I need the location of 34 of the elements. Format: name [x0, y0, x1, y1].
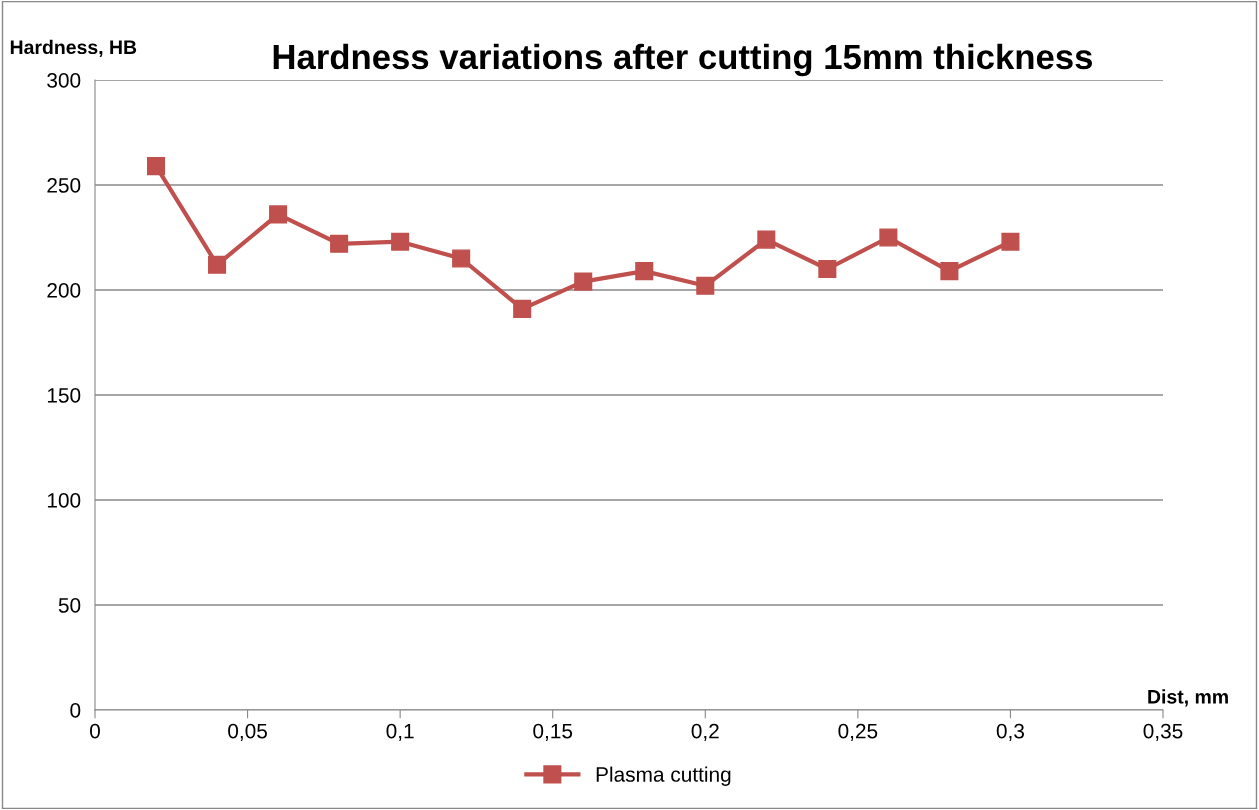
- point: [208, 255, 227, 274]
- chart-title: Hardness variations after cutting 15mm thickness: [273, 43, 1093, 77]
- x-tick-label: 0,1: [386, 723, 414, 741]
- point: [391, 232, 410, 251]
- point: [818, 259, 837, 279]
- legend-label: Plasma cutting: [596, 766, 731, 786]
- x-tick-label: 0,25: [838, 723, 878, 741]
- y-tick-label: 300: [47, 73, 81, 88]
- point: [452, 249, 471, 268]
- point: [696, 276, 715, 295]
- point: [269, 205, 288, 224]
- y-tick-label: 50: [58, 598, 81, 613]
- point: [147, 157, 166, 176]
- x-tick-label: 0: [90, 723, 100, 739]
- point: [330, 234, 349, 253]
- y-tick-label: 200: [47, 283, 81, 298]
- x-tick-label: 0,3: [996, 723, 1024, 741]
- point: [513, 299, 532, 318]
- x-tick-label: 0,35: [1143, 723, 1183, 741]
- x-axis-title: Dist, mm: [1148, 689, 1228, 707]
- y-tick-label: 0: [70, 703, 81, 718]
- point: [879, 228, 898, 247]
- x-tick-label: 0,2: [691, 723, 719, 741]
- point: [1001, 232, 1020, 251]
- x-tick-label: 0,15: [533, 723, 573, 741]
- y-tick-label: 100: [47, 493, 81, 508]
- point: [757, 230, 776, 249]
- y-axis-title: Hardness, HB: [10, 39, 137, 57]
- point: [635, 262, 654, 281]
- x-tick-label: 0,05: [228, 723, 267, 741]
- point: [940, 262, 959, 281]
- point: [574, 272, 593, 291]
- y-tick-label: 150: [47, 388, 81, 403]
- y-tick-label: 250: [47, 178, 81, 193]
